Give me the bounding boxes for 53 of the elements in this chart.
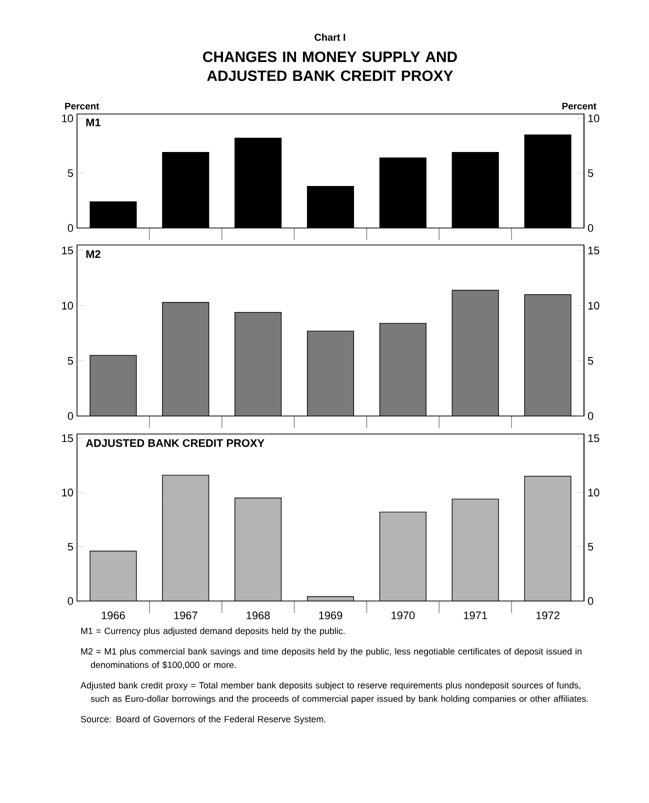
y2-tick-label: 0 (588, 412, 594, 420)
bar (162, 475, 209, 601)
x-tick-label: 1970 (392, 612, 415, 620)
bar (90, 355, 136, 416)
y2-tick-label: 15 (588, 434, 600, 442)
y-tick-label: 10 (62, 302, 74, 310)
y2-axis-title: Percent (562, 102, 596, 110)
chart-title: ADJUSTED BANK CREDIT PROXY (86, 439, 264, 447)
bar (452, 499, 499, 601)
text: M1 = Currency plus adjusted demand deposits held by the public. (81, 628, 345, 636)
y2-tick-label: 5 (588, 357, 594, 365)
bar (524, 294, 572, 416)
y2-tick-label: 10 (588, 114, 600, 122)
y2-tick-label: 5 (588, 542, 594, 551)
x-tick-label: 1971 (464, 612, 488, 620)
y2-tick-label: 0 (588, 224, 594, 232)
text: M2 = M1 plus commercial bank savings and time deposits held by the public, less negotiable certificates of deposit issued in denominations of $100,000 or more. (81, 648, 582, 670)
text: Adjusted bank credit proxy = Total member bank deposits subject to reserve requirements plus nondeposit sources of funds, such as Euro-dollar borrowings and the proceeds of commercial paper issued by bank holding companies or other affiliates. (80, 682, 588, 704)
source-note: Source: Board of Governors of the Federal Reserve System. (80, 716, 326, 724)
bar (524, 476, 572, 601)
text: CHANGES IN MONEY SUPPLY AND ADJUSTED BANK CREDIT PROXY (203, 52, 457, 82)
x-tick-label: 1967 (174, 612, 198, 620)
bar (234, 498, 282, 601)
y2-tick-label: 10 (588, 302, 600, 310)
bar (307, 331, 354, 416)
y2-tick-label: 15 (588, 246, 600, 254)
y-tick-label: 10 (62, 114, 74, 122)
y2-tick-label: 0 (588, 597, 594, 605)
y-tick-label: 5 (68, 169, 74, 178)
x-tick-label: 1972 (536, 612, 560, 620)
y2-tick-label: 5 (588, 169, 594, 178)
chart-title: M1 (86, 118, 100, 126)
y-tick-label: 0 (68, 597, 74, 605)
y-tick-label: 15 (62, 246, 74, 254)
y-tick-label: 5 (68, 542, 74, 551)
y2-tick-label: 10 (588, 488, 600, 496)
bar (162, 302, 209, 416)
y-tick-label: 5 (68, 357, 74, 365)
x-tick-label: 1969 (319, 612, 342, 620)
bar (452, 290, 499, 416)
x-tick-label: 1966 (102, 612, 125, 620)
y-axis-title: Percent (65, 102, 100, 110)
y-tick-label: 0 (68, 412, 74, 420)
bar (90, 551, 136, 601)
x-tick-label: 1968 (246, 612, 270, 620)
text: Chart I (314, 34, 346, 41)
bar (380, 512, 426, 601)
y-tick-label: 0 (68, 224, 74, 232)
chart-title: M2 (86, 250, 100, 258)
y-tick-label: 10 (62, 488, 74, 496)
bar (234, 312, 282, 416)
y-tick-label: 15 (62, 434, 74, 442)
bar (380, 323, 426, 416)
